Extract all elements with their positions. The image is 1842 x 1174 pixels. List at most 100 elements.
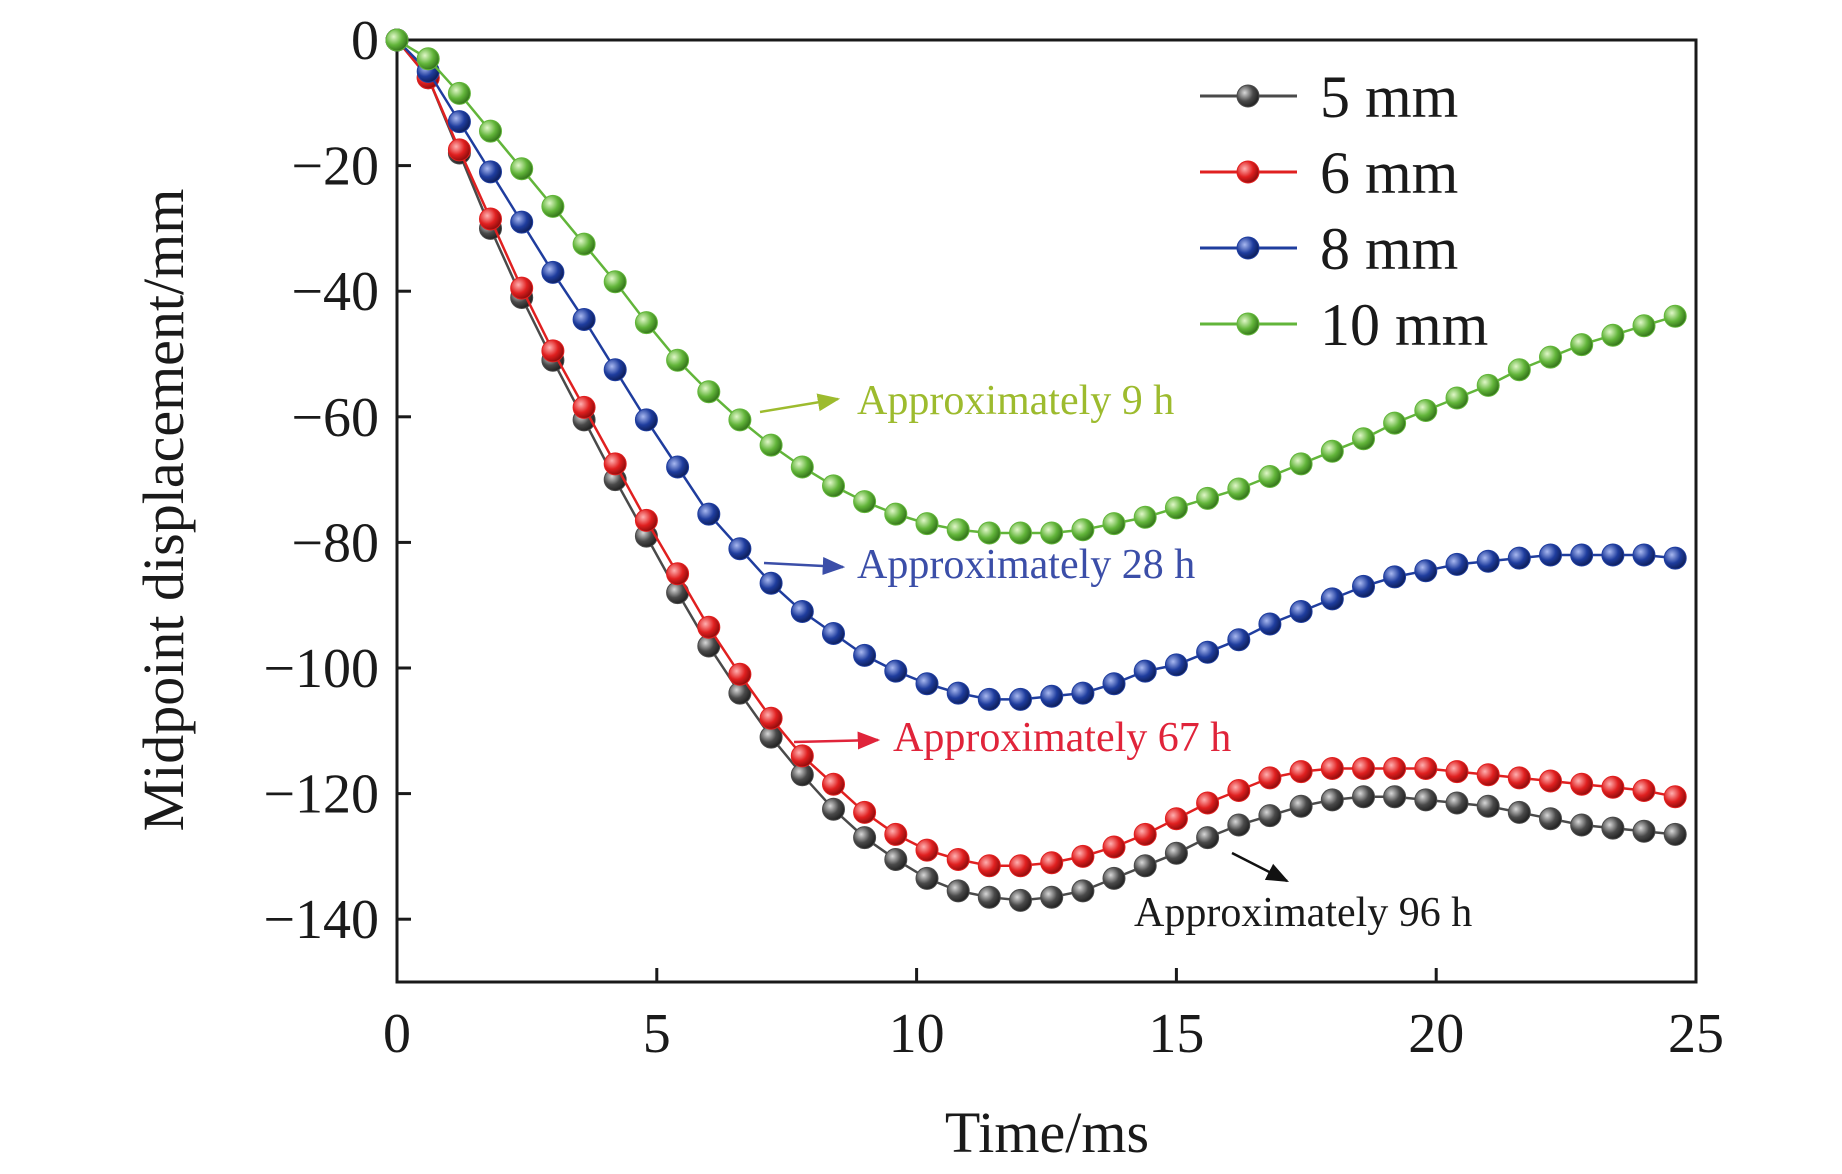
data-point-8mm [1009,687,1032,711]
data-point-8mm [1133,659,1157,683]
data-point-5mm [822,797,845,821]
annotation-67h-label: Approximately 67 h [893,715,1231,761]
data-point-10mm [946,518,970,542]
data-point-8mm [1507,546,1531,570]
data-point-8mm [603,358,627,382]
data-point-6mm [510,276,534,300]
data-point-10mm [1414,399,1438,422]
data-point-8mm [510,210,534,234]
data-point-6mm [603,452,627,476]
annotation-9h-arrow [759,393,841,414]
data-point-10mm [697,380,721,404]
data-point-8mm [666,455,690,479]
data-point-8mm [759,571,783,595]
data-point-8mm [697,502,721,526]
annotation-67h-arrow [793,731,881,750]
data-point-6mm [977,854,1001,878]
data-point-10mm [603,270,627,294]
y-tick-label: −40 [291,261,379,323]
data-point-6mm [479,207,502,231]
data-point-6mm [1164,807,1188,831]
annotation-67h: Approximately 67 h [793,715,1231,761]
data-point-5mm [853,826,877,850]
data-point-6mm [1227,779,1251,802]
y-axis-title: Midpoint displacement/mm [131,189,196,832]
data-point-10mm [1507,358,1531,382]
y-tick-label: −60 [291,387,379,449]
data-point-5mm [1414,788,1438,812]
data-point-10mm [884,502,908,526]
data-point-10mm [1227,477,1251,501]
annotation-96h-label: Approximately 96 h [1134,890,1472,936]
data-point-10mm [853,490,877,514]
data-point-10mm [1258,465,1282,488]
data-point-8mm [822,622,845,645]
data-point-6mm [541,339,565,363]
data-point-6mm [1476,763,1500,787]
y-tick-label: 0 [351,10,379,72]
data-point-5mm [1352,785,1375,809]
annotation-28h: Approximately 28 h [763,542,1195,588]
data-point-10mm [759,433,783,457]
data-point-10mm [447,81,471,105]
data-point-5mm [1133,854,1157,878]
data-point-6mm [666,562,690,586]
data-point-8mm [1289,600,1313,623]
x-tick-label: 10 [889,1003,945,1065]
data-point-5mm [1539,807,1562,831]
data-point-8mm [1071,681,1095,705]
data-point-10mm [915,512,939,536]
data-point-10mm [385,28,409,52]
data-point-10mm [1164,496,1188,520]
series-8mm [385,28,1687,711]
data-point-5mm [1289,794,1313,818]
series-layer [385,28,1687,912]
annotation-9h-label: Approximately 9 h [857,378,1174,424]
series-line-8mm [396,39,1676,701]
data-point-5mm [1663,822,1687,846]
annotation-28h-arrow [763,556,846,575]
data-point-5mm [1601,816,1625,840]
data-point-5mm [1632,819,1656,843]
data-point-6mm [822,772,845,796]
data-point-8mm [1040,684,1064,708]
data-point-5mm [1196,826,1220,850]
data-point-6mm [946,848,970,871]
data-point-10mm [1289,452,1313,476]
data-point-8mm [1539,543,1562,567]
data-point-10mm [416,47,440,71]
data-point-6mm [1320,757,1344,780]
data-point-8mm [1352,574,1375,598]
data-point-8mm [1570,543,1594,567]
data-point-10mm [1071,518,1095,542]
data-point-8mm [1476,549,1500,573]
data-point-5mm [1227,813,1251,837]
data-point-6mm [728,662,752,686]
data-point-8mm [1102,672,1126,696]
data-point-8mm [790,600,814,623]
data-point-8mm [1196,640,1220,664]
data-point-10mm [572,232,596,256]
data-point-10mm [1601,323,1625,347]
data-point-5mm [1071,879,1095,903]
data-point-5mm [1507,800,1531,824]
data-point-6mm [1507,766,1531,790]
data-point-8mm [884,659,908,683]
annotation-28h-label: Approximately 28 h [857,542,1195,588]
y-tick-label: −20 [291,136,379,198]
data-point-10mm [479,119,502,143]
data-point-10mm [666,348,690,372]
data-point-8mm [1632,543,1656,567]
data-point-6mm [790,744,814,768]
legend: 5 mm 6 mm 8 mm 10 mm [1200,64,1488,358]
y-tick-label: −140 [263,889,379,951]
data-point-8mm [853,643,877,667]
data-point-6mm [1258,766,1282,790]
legend-label: 10 mm [1320,292,1488,358]
data-point-6mm [697,615,721,639]
x-tick-label: 15 [1148,1003,1204,1065]
data-point-8mm [1663,546,1687,570]
data-point-5mm [1164,841,1188,865]
legend-marker [1236,160,1260,184]
